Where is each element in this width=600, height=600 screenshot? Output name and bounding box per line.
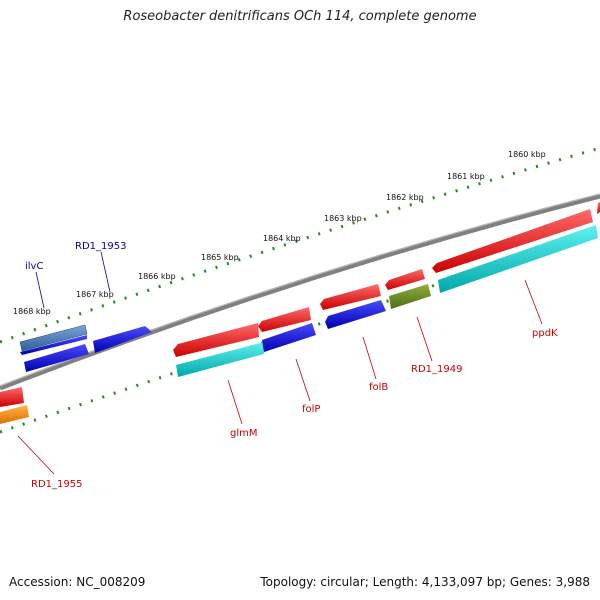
kbp-label: 1864 kbp bbox=[263, 234, 301, 243]
forward-strand-features bbox=[19, 202, 600, 357]
gene-ilvC-reverse[interactable] bbox=[24, 344, 89, 372]
gene-label-RD1_1955[interactable]: RD1_1955 bbox=[31, 479, 82, 490]
gene-label-ppdK[interactable]: ppdK bbox=[532, 328, 558, 339]
gene-label-ilvC[interactable]: ilvC bbox=[25, 261, 43, 272]
gene-RD1_1949-feature[interactable] bbox=[389, 284, 431, 309]
topology-label: Topology: circular; Length: 4,133,097 bp… bbox=[260, 575, 590, 589]
kbp-label: 1866 kbp bbox=[138, 272, 176, 281]
gene-labels: ilvC RD1_1953 glmM folP folB RD1_1949 pp… bbox=[25, 241, 558, 490]
kbp-label: 1863 kbp bbox=[324, 214, 362, 223]
gene-ppdK-forward[interactable] bbox=[432, 209, 593, 273]
gene-folP-feature[interactable] bbox=[262, 323, 316, 352]
gene-RD1_1955-feature[interactable] bbox=[0, 387, 24, 407]
gene-label-RD1_1953[interactable]: RD1_1953 bbox=[75, 241, 126, 252]
gene-leader-lines bbox=[17, 251, 543, 475]
gene-RD1_1949-forward[interactable] bbox=[385, 269, 425, 290]
kbp-label: 1868 kbp bbox=[13, 307, 51, 316]
gene-folP-forward[interactable] bbox=[258, 307, 311, 332]
gene-folB-reverse[interactable] bbox=[325, 300, 386, 329]
gene-RD1_1955-reverse[interactable] bbox=[0, 405, 29, 424]
gene-glmM-feature[interactable] bbox=[173, 323, 259, 357]
gene-ilvC-feature[interactable] bbox=[19, 324, 88, 352]
genome-backbone bbox=[0, 193, 600, 391]
gene-folB-feature[interactable] bbox=[320, 284, 381, 310]
kbp-label: 1861 kbp bbox=[447, 172, 485, 181]
reverse-strand-features bbox=[0, 225, 598, 424]
map-title: Roseobacter denitrificans OCh 114, compl… bbox=[123, 9, 477, 24]
kbp-label: 1865 kbp bbox=[201, 253, 239, 262]
accession-label: Accession: NC_008209 bbox=[9, 575, 146, 589]
kbp-label: 1867 kbp bbox=[76, 290, 114, 299]
gene-label-folB[interactable]: folB bbox=[369, 382, 388, 393]
kbp-scale-labels: 1860 kbp 1861 kbp 1862 kbp 1863 kbp 1864… bbox=[13, 150, 546, 316]
gene-label-RD1_1949[interactable]: RD1_1949 bbox=[411, 364, 462, 375]
gene-RD1_1953-feature[interactable] bbox=[93, 326, 152, 353]
gene-ilvC-lower[interactable] bbox=[20, 335, 87, 355]
gene-edge-forward[interactable] bbox=[597, 202, 600, 214]
kbp-label: 1862 kbp bbox=[386, 193, 424, 202]
gene-label-glmM[interactable]: glmM bbox=[230, 428, 258, 439]
gene-label-folP[interactable]: folP bbox=[302, 404, 320, 415]
kbp-label: 1860 kbp bbox=[508, 150, 546, 159]
gene-glmM-reverse[interactable] bbox=[176, 342, 264, 377]
gene-ppdK-feature[interactable] bbox=[438, 225, 598, 293]
